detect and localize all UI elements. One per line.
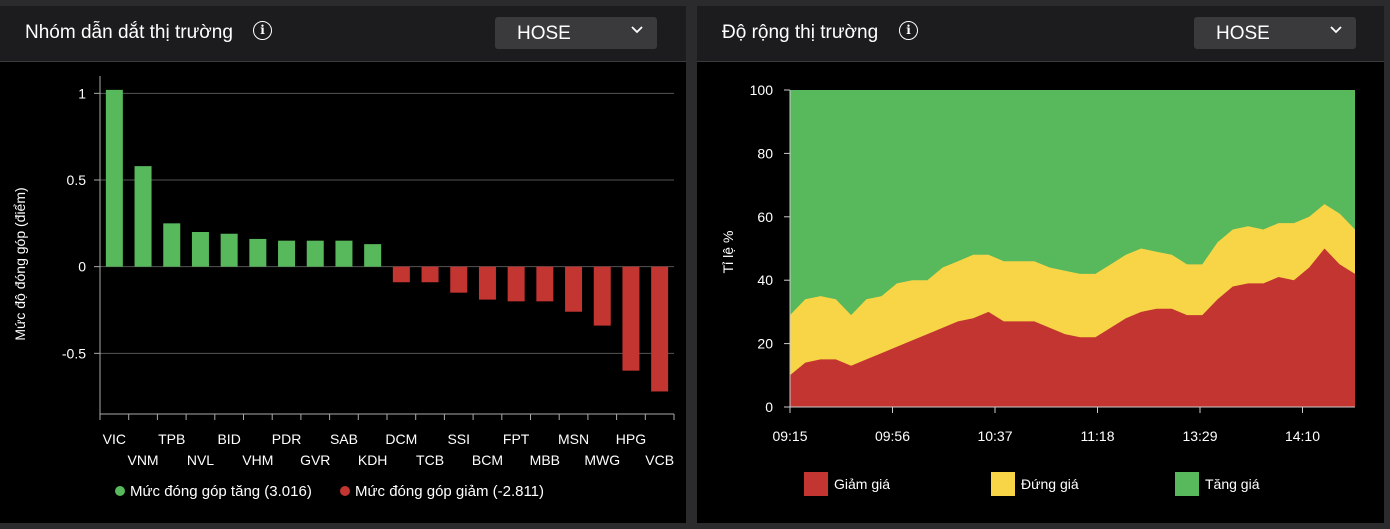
panel-title: Nhóm dẫn dắt thị trường [25,22,233,43]
contribution-bar-chart: 1 0.5 0 -0.5 Mức độ đóng góp (điểm) VICVNMTPB… [12,76,675,500]
bar-vic [105,89,123,267]
x-tick-label: GVR [300,452,330,468]
x-tick-label: TPB [158,431,185,447]
x-tick-label: PDR [272,431,302,447]
bar-msn [565,266,583,312]
x-tick-label: 09:15 [772,428,807,444]
market-breadth-area-chart: 0 20 40 60 80 100 Tỉ lệ % 09:15 09:56 10:37 11:18 1… [720,82,1355,496]
x-tick-label: VNM [127,452,158,468]
bar-tcb [421,266,439,283]
legend-label: Đứng giá [1021,476,1079,492]
bar-hpg [622,266,640,371]
bar-bcm [478,266,496,300]
top-contributors-panel: Nhóm dẫn dắt thị trường i HOSE 1 0.5 0 -0.5… [0,6,686,523]
x-tick-label: BCM [472,452,503,468]
market-breadth-panel: Độ rộng thị trường i HOSE 0 20 40 60 80 100 Tỉ… [697,6,1384,523]
x-tick-label: SAB [330,431,358,447]
bar-vnm [134,166,152,267]
bar-fpt [507,266,525,302]
legend-marker [115,486,125,496]
bar-bid [220,233,238,267]
legend-marker [340,486,350,496]
y-axis-label: Mức độ đóng góp (điểm) [12,187,28,340]
bar-sab [335,240,353,267]
y-tick-label: 0 [78,259,86,275]
y-tick-label: 0.5 [67,172,87,188]
bar-vcb [651,266,669,392]
x-tick-label: DCM [385,431,417,447]
chevron-down-icon [1330,26,1342,34]
panel-title: Độ rộng thị trường [722,22,879,43]
bar-pdr [278,240,296,267]
bar-gvr [306,240,324,267]
x-tick-label: MBB [530,452,560,468]
x-tick-label: VIC [103,431,126,447]
y-tick-label: 100 [750,82,774,98]
y-tick-label: -0.5 [62,345,86,361]
x-tick-label: MSN [558,431,589,447]
x-tick-label: MWG [584,452,620,468]
bar-vhm [249,238,267,267]
x-tick-label: BID [217,431,240,447]
x-tick-label: 11:18 [1081,428,1115,444]
area-decline [790,248,1355,407]
chevron-down-icon [631,26,643,34]
bar-mwg [593,266,611,326]
legend-label: Mức đóng góp tăng (3.016) [130,483,312,500]
y-tick-label: 0 [765,399,773,415]
bar-ssi [450,266,468,293]
x-tick-label: VCB [645,452,674,468]
panel-header: Nhóm dẫn dắt thị trường i HOSE [0,6,686,62]
bar-kdh [364,244,382,267]
x-tick-label: 10:37 [977,428,1012,444]
x-tick-label: 09:56 [875,428,910,444]
legend-label: Giảm giá [834,476,890,492]
info-icon[interactable]: i [253,21,272,40]
x-tick-label: FPT [503,431,530,447]
x-tick-label: KDH [358,452,388,468]
bar-nvl [191,232,209,267]
bar-dcm [392,266,410,283]
y-axis-label: Tỉ lệ % [720,231,736,274]
x-tick-label: TCB [416,452,444,468]
y-tick-label: 80 [757,145,773,161]
exchange-dropdown[interactable]: HOSE [1194,17,1356,49]
x-tick-label: SSI [447,431,470,447]
legend-label: Mức đóng góp giảm (-2.811) [355,483,544,500]
legend-label: Tăng giá [1205,476,1260,492]
bar-mbb [536,266,554,302]
bar-tpb [163,223,181,267]
info-icon[interactable]: i [899,21,918,40]
legend-swatch [1175,472,1199,496]
x-tick-label: NVL [187,452,214,468]
exchange-dropdown-value: HOSE [517,23,571,44]
x-tick-label: HPG [616,431,646,447]
legend-swatch [804,472,828,496]
panel-header: Độ rộng thị trường i HOSE [697,6,1384,62]
y-tick-label: 40 [757,272,773,288]
x-tick-label: 13:29 [1182,428,1217,444]
y-tick-label: 60 [757,209,773,225]
legend-swatch [991,472,1015,496]
exchange-dropdown[interactable]: HOSE [495,17,657,49]
y-tick-label: 20 [757,336,773,352]
exchange-dropdown-value: HOSE [1216,23,1270,44]
x-tick-label: 14:10 [1285,428,1320,444]
x-tick-label: VHM [242,452,273,468]
y-tick-label: 1 [78,85,86,101]
